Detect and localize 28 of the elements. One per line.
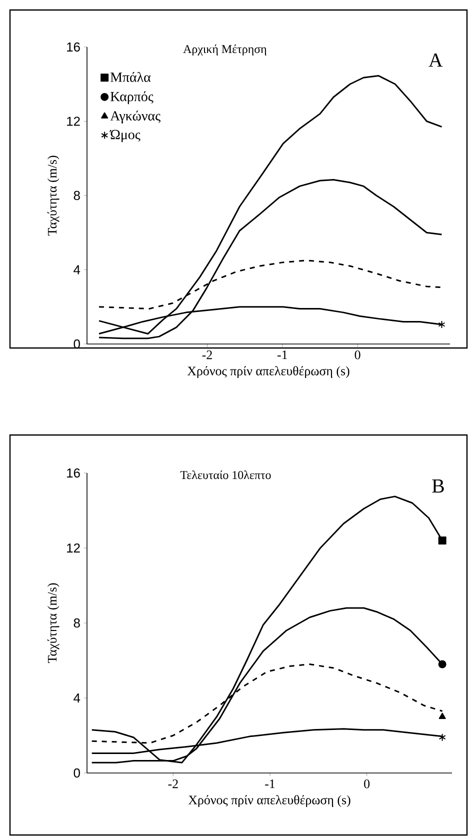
chart-title: Αρχική Μέτρηση <box>183 44 266 56</box>
y-tick-label: 4 <box>74 694 80 702</box>
annotation: A <box>428 53 443 67</box>
x-tick-label: -1 <box>265 780 275 788</box>
y-axis-title: Ταχύτητα (m/s) <box>47 156 60 236</box>
y-tick-label: 12 <box>67 116 80 126</box>
y-tick-label: 8 <box>74 618 80 628</box>
chart-title: Τελευταίο 10λεπτο <box>180 470 271 480</box>
y-tick-label: 4 <box>74 265 80 274</box>
y-tick-label: 8 <box>74 190 80 200</box>
y-axis-title: Ταχύτητα (m/s) <box>47 583 60 664</box>
legend-label: Μπάλα <box>110 72 151 82</box>
x-tick-label: -2 <box>168 780 178 788</box>
y-tick-label: 16 <box>67 42 80 52</box>
annotation: B <box>432 480 444 493</box>
y-tick-label: 0 <box>74 768 80 778</box>
x-axis-title: Χρόνος πρίν απελευθέρωση (s) <box>188 795 350 807</box>
y-tick-label: 12 <box>67 543 80 553</box>
x-tick-label: 0 <box>354 350 360 360</box>
legend-label: Καρπός <box>110 91 154 104</box>
x-tick-label: -1 <box>277 350 288 360</box>
legend-label: Αγκώνας <box>110 110 160 124</box>
legend-label: Ώμος <box>110 130 140 142</box>
line-series <box>98 178 442 340</box>
x-tick-label: -2 <box>202 350 212 360</box>
x-axis-title: Χρόνος πρίν απελευθέρωση (s) <box>187 366 350 378</box>
y-tick-label: 16 <box>67 468 80 478</box>
x-tick-label: 0 <box>364 780 370 788</box>
